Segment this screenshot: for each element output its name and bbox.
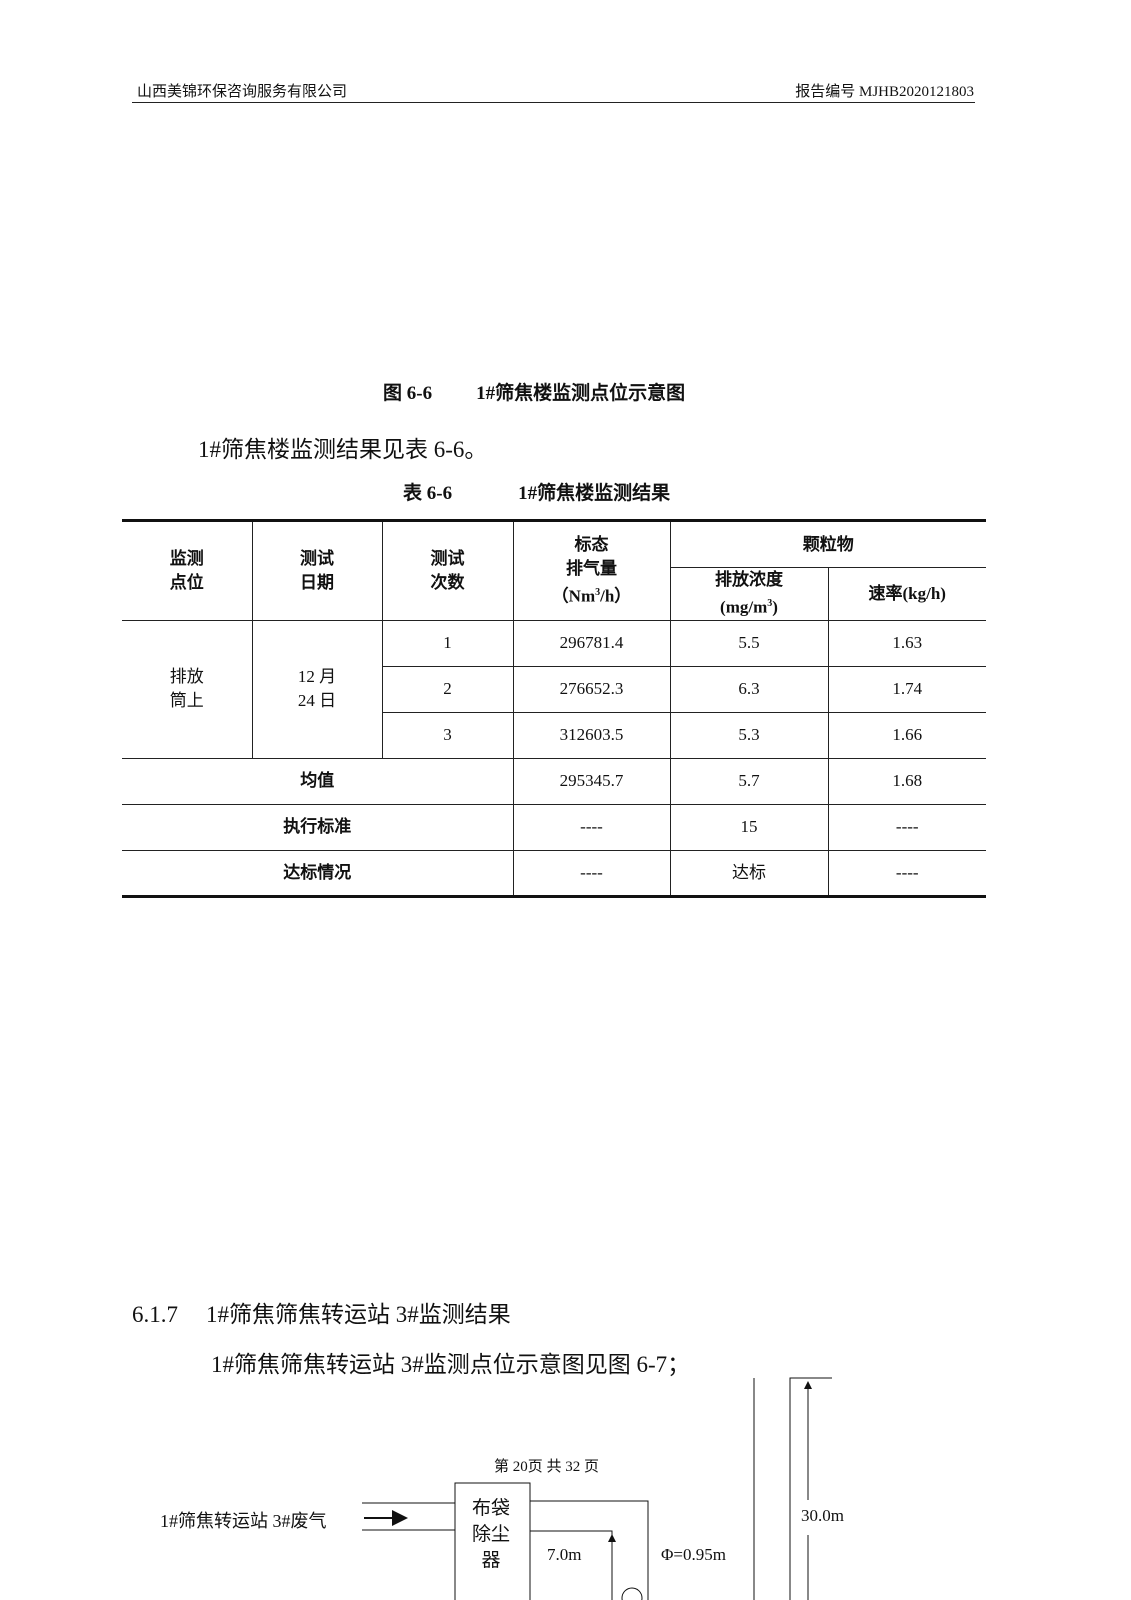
header-point: 监测 点位 xyxy=(122,520,253,621)
page-footer: 第 20页 共 32 页 xyxy=(494,1459,600,1475)
cell-rate: 1.63 xyxy=(827,619,986,667)
compliance-rate: ---- xyxy=(827,849,986,897)
header-particulate: 颗粒物 xyxy=(669,520,986,568)
header-report-number: 报告编号 MJHB2020121803 xyxy=(795,84,974,100)
cell-flow: 276652.3 xyxy=(512,665,671,713)
inlet-label: 1#筛焦转运站 3#废气 xyxy=(160,1511,327,1531)
stack-outline xyxy=(789,1377,832,1600)
mean-concentration: 5.7 xyxy=(669,757,829,805)
mean-rate: 1.68 xyxy=(827,757,986,805)
mean-flow: 295345.7 xyxy=(512,757,671,805)
filter-label: 布袋 除尘器 xyxy=(472,1498,511,1571)
intro-paragraph: 1#筛焦楼监测结果见表 6-6。 xyxy=(198,437,488,462)
bag-filter-box xyxy=(454,1482,531,1600)
outlet-duct xyxy=(530,1500,649,1600)
height-7m-label: 7.0m xyxy=(547,1545,582,1564)
cell-concentration: 5.5 xyxy=(669,619,829,667)
header-count: 测试 次数 xyxy=(381,520,514,621)
header-rule xyxy=(132,102,975,103)
cell-count: 2 xyxy=(382,665,514,713)
section-paragraph: 1#筛焦筛焦转运站 3#监测点位示意图见图 6-7； xyxy=(211,1352,691,1377)
header-company: 山西美锦环保咨询服务有限公司 xyxy=(137,84,348,100)
cell-point: 排放 筒上 xyxy=(122,619,253,759)
cell-date: 12 月 24 日 xyxy=(251,619,383,759)
compliance-concentration: 达标 xyxy=(669,849,829,897)
height-30m-label: 30.0m xyxy=(801,1506,844,1526)
header-concentration: 排放浓度 (mg/m3) xyxy=(670,567,829,621)
diameter-label: Φ=0.95m xyxy=(661,1545,726,1564)
table-row: 排放 筒上 12 月 24 日 1 296781.4 5.5 1.63 xyxy=(122,619,986,759)
sampling-port-icon xyxy=(621,1587,643,1600)
header-date: 测试 日期 xyxy=(251,520,383,621)
standard-flow: ---- xyxy=(512,803,671,851)
compliance-row: 达标情况 ---- 达标 ---- xyxy=(122,849,986,897)
table-row: 2 276652.3 6.3 1.74 xyxy=(122,665,986,713)
table-caption: 表 6-6 1#筛焦楼监测结果 xyxy=(403,483,671,504)
results-table: 监测 点位 测试 日期 测试 次数 标态 排气量 （Nm3/h） 颗粒物 排放浓度 (mg/… xyxy=(122,519,986,898)
section-heading: 6.1.7 1#筛焦筛焦转运站 3#监测结果 xyxy=(132,1302,511,1327)
cell-rate: 1.74 xyxy=(827,665,986,713)
header-rate: 速率(kg/h) xyxy=(827,567,986,621)
compliance-flow: ---- xyxy=(512,849,671,897)
standard-row: 执行标准 ---- 15 ---- xyxy=(122,803,986,851)
compliance-label: 达标情况 xyxy=(122,849,514,897)
cell-count: 3 xyxy=(382,711,514,759)
header-flow: 标态 排气量 （Nm3/h） xyxy=(512,520,671,621)
figure-caption: 图 6-6 1#筛焦楼监测点位示意图 xyxy=(383,383,686,404)
mean-row: 均值 295345.7 5.7 1.68 xyxy=(122,757,986,805)
